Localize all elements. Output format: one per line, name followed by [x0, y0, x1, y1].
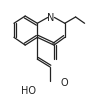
Text: O: O	[61, 78, 69, 88]
Text: N: N	[47, 13, 55, 23]
Text: HO: HO	[21, 86, 36, 96]
